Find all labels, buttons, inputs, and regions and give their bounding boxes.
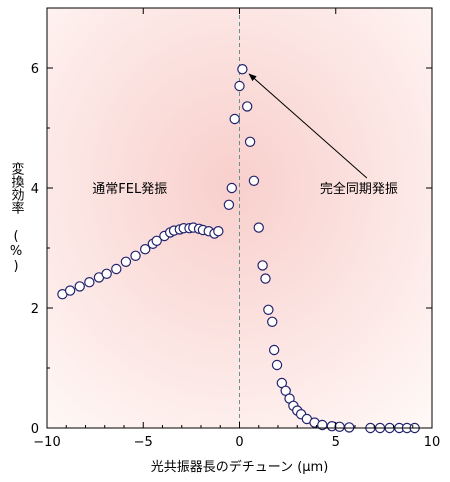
x-tick-label: 5 [332,435,340,450]
data-point [260,273,271,284]
data-point [263,304,274,315]
data-point [237,63,248,75]
data-point [101,268,112,279]
y-tick-label: 4 [31,182,39,197]
axis-ticks: −10 −5 0 5 10 0 2 4 6 [31,7,441,450]
data-point [271,359,283,371]
x-tick-label: −5 [134,435,153,450]
x-tick-label: 0 [235,435,243,450]
data-point [130,250,141,261]
data-point [213,225,224,237]
y-axis-title: 変換効率 (%) [9,161,25,274]
annotation-normal-fel: 通常FEL発振 [92,182,167,197]
data-points [57,63,420,434]
x-axis-title: 光共振器長のデチューン (μm) [151,459,329,475]
data-point [84,277,95,288]
y-tick-label: 0 [31,422,39,437]
y-tick-label: 6 [31,62,39,77]
x-tick-label: 10 [424,435,441,450]
annotation-full-sync: 完全同期発振 [320,181,398,197]
y-tick-label: 2 [31,302,39,317]
data-point [64,285,76,296]
data-point [268,344,280,356]
x-tick-label: −10 [33,435,60,450]
data-point [74,281,85,292]
data-point [226,182,237,194]
data-point [151,235,162,246]
data-point [253,222,264,233]
data-point [111,263,122,275]
data-point [223,199,235,210]
data-point [229,113,240,125]
data-point [241,101,253,112]
annotation-arrow [248,73,368,179]
data-point [244,136,256,147]
data-point [248,175,260,186]
data-point [334,421,345,432]
data-point [139,243,151,255]
data-point [257,260,268,271]
data-point [234,80,245,92]
data-point [344,422,355,433]
data-point [267,316,278,327]
data-point [120,256,132,267]
